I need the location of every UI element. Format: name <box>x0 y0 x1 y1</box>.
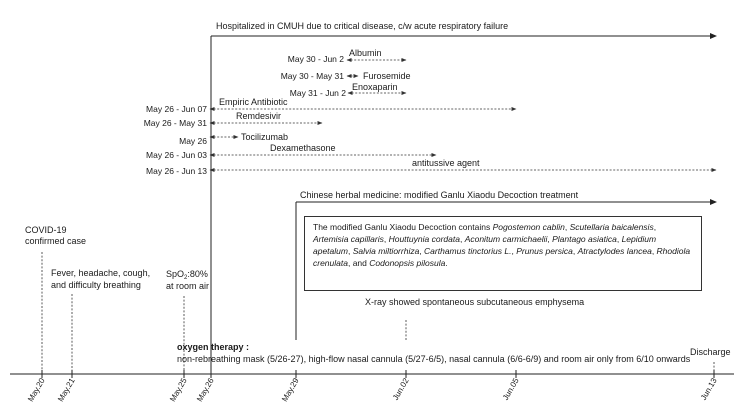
xray-label: X-ray showed spontaneous subcutaneous em… <box>365 297 584 307</box>
herbal-heading: Chinese herbal medicine: modified Ganlu … <box>300 190 579 200</box>
herb-name: Prunus persica <box>516 246 573 256</box>
axis-tick-label: Jun.13 <box>699 376 719 402</box>
axis-tick-label: May.21 <box>56 376 77 403</box>
discharge-label: Discharge <box>690 347 731 357</box>
treatment-name: Albumin <box>349 48 382 58</box>
treatment-date: May 26 - Jun 07 <box>146 104 207 114</box>
herb-name: Rhodiola crenulata <box>313 246 691 268</box>
oxygen-heading: oxygen therapy : <box>177 342 249 352</box>
treatment-date: May 31 - Jun 2 <box>290 88 346 98</box>
treatment-antitussive-agent: May 26 - Jun 13 antitussive agent <box>146 158 717 176</box>
herb-name: Lepidium apetalum <box>313 234 657 256</box>
herb-name: Scutellaria baicalensis <box>569 222 654 232</box>
spo2-room-air: at room air <box>166 281 209 291</box>
herbal-composition-box: The modified Ganlu Xiaodu Decoction cont… <box>304 216 702 291</box>
herb-name: Aconitum carmichaelii <box>464 234 548 244</box>
axis-tick-label: Jun.05 <box>501 376 521 402</box>
herb-name: Salvia miltiorrhiza <box>352 246 420 256</box>
treatment-date: May 30 - Jun 2 <box>288 54 344 64</box>
herb-name: Codonopsis pilosula <box>369 258 446 268</box>
herb-name: Artemisia capillaris <box>313 234 384 244</box>
treatment-dexamethasone: May 26 - Jun 03 Dexamethasone <box>146 143 437 160</box>
treatment-name: Remdesivir <box>236 111 281 121</box>
herb-name: Houttuynia cordata <box>388 234 460 244</box>
treatment-name: Enoxaparin <box>352 82 398 92</box>
treatment-enoxaparin: May 31 - Jun 2 Enoxaparin <box>290 82 407 98</box>
treatment-name: antitussive agent <box>412 158 480 168</box>
treatment-name: Furosemide <box>363 71 411 81</box>
treatment-furosemide: May 30 - May 31 Furosemide <box>281 71 411 81</box>
axis-tick-label: May.29 <box>280 376 301 403</box>
treatment-remdesivir: May 26 - May 31 Remdesivir <box>144 111 323 128</box>
treatment-albumin: May 30 - Jun 2 Albumin <box>288 48 407 64</box>
treatment-name: Tocilizumab <box>241 132 288 142</box>
axis-tick-label: May.26 <box>195 376 216 403</box>
treatment-date: May 26 - Jun 03 <box>146 150 207 160</box>
hospitalization-label: Hospitalized in CMUH due to critical dis… <box>216 21 508 31</box>
oxygen-detail: non-rebreathing mask (5/26-27), high-flo… <box>177 354 691 364</box>
treatment-date: May 26 - May 31 <box>144 118 208 128</box>
symptoms-label: Fever, headache, cough, and difficulty br… <box>51 268 150 290</box>
herb-name: Pogostemon cablin <box>492 222 565 232</box>
treatment-date: May 26 - Jun 13 <box>146 166 207 176</box>
axis-ticks: May.20 May.21 May.25 May.26 May.29 Jun.02 Jun.… <box>26 370 719 403</box>
covid-label: COVID-19 confirmed case <box>25 225 86 246</box>
treatment-empiric-antibiotic: May 26 - Jun 07 Empiric Antibiotic <box>146 97 517 114</box>
herb-name: Atractylodes lancea <box>577 246 652 256</box>
treatment-tocilizumab: May 26 Tocilizumab <box>179 132 288 146</box>
herbal-intro: The modified Ganlu Xiaodu Decoction cont… <box>313 222 493 232</box>
spo2-label: SpO2:80% <box>166 269 208 281</box>
treatment-date: May 30 - May 31 <box>281 71 345 81</box>
treatment-name: Dexamethasone <box>270 143 336 153</box>
herb-name: Carthamus tinctorius L. <box>424 246 512 256</box>
treatment-date: May 26 <box>179 136 207 146</box>
axis-tick-label: May.25 <box>168 376 189 403</box>
herb-name: Plantago asiatica <box>552 234 617 244</box>
treatment-name: Empiric Antibiotic <box>219 97 288 107</box>
axis-tick-label: Jun.02 <box>391 376 411 402</box>
axis-tick-label: May.20 <box>26 376 47 403</box>
